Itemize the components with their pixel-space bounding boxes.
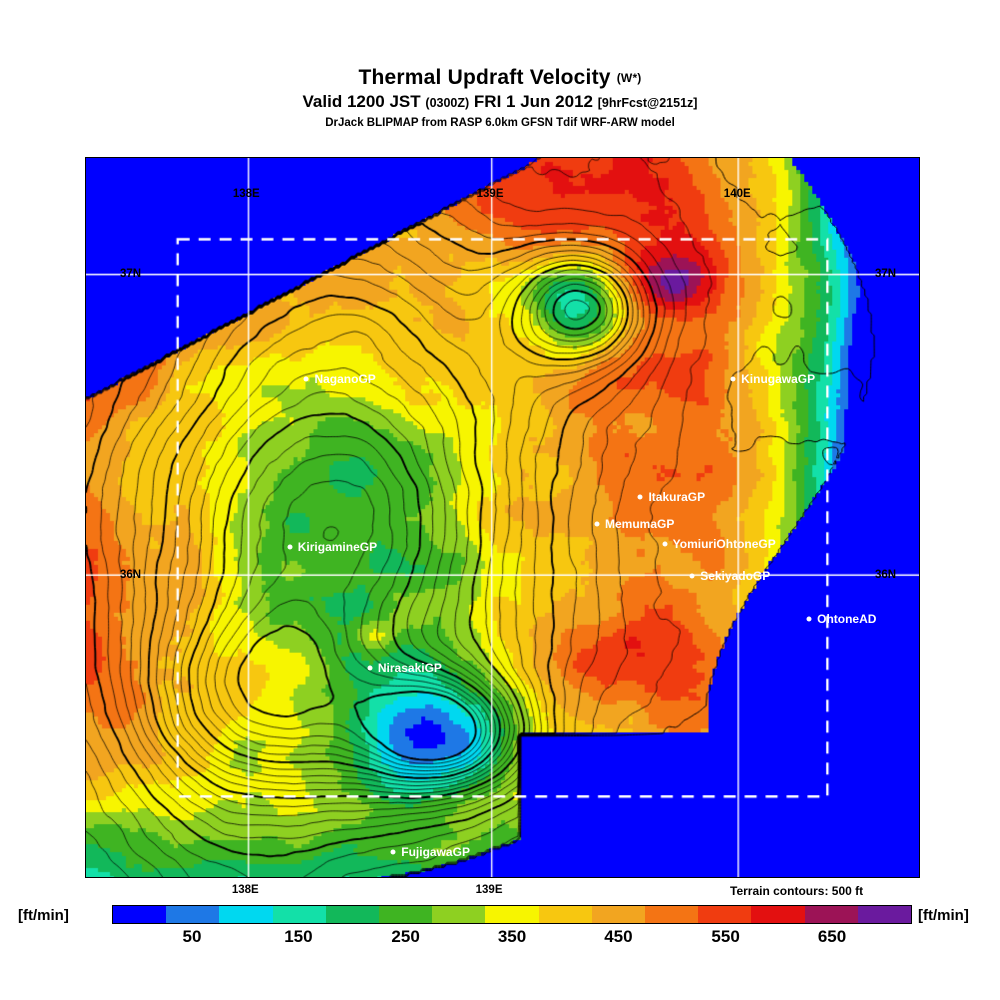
colorbar-unit-right: [ft/min]	[918, 907, 969, 924]
title-variable-symbol: (W*)	[616, 71, 642, 85]
colorbar-band-10	[645, 906, 699, 923]
map-panel[interactable]: 138E 139E 140E 37N 37N 36N 36N NaganoGP Kinugawa…	[85, 157, 920, 878]
valid-time-utc: (0300Z)	[425, 96, 470, 110]
colorbar-tick-150: 150	[284, 927, 313, 946]
colorbar-band-8	[538, 906, 592, 923]
colorbar-gradient[interactable]	[112, 905, 912, 924]
colorbar-band-12	[751, 906, 805, 923]
colorbar-tick-350: 350	[497, 927, 527, 946]
colorbar-band-0	[113, 906, 167, 923]
axis-label-138E-bottom: 138E	[231, 884, 259, 896]
page-title: Thermal Updraft Velocity (W*)	[0, 66, 1000, 90]
thermal-updraft-heatmap	[86, 158, 919, 877]
colorbar-band-3	[272, 906, 326, 923]
valid-time-local: Valid 1200 JST	[302, 92, 421, 111]
colorbar-band-2	[219, 906, 273, 923]
title-block: Thermal Updraft Velocity (W*) Valid 1200…	[0, 66, 1000, 130]
colorbar-tick-50: 50	[182, 927, 202, 946]
title-main-text: Thermal Updraft Velocity	[358, 66, 611, 89]
colorbar-band-9	[591, 906, 646, 923]
colorbar-tick-250: 250	[391, 927, 420, 946]
axis-label-139E-bottom: 139E	[475, 884, 503, 896]
colorbar-tick-650: 650	[817, 927, 847, 946]
colorbar-unit-left: [ft/min]	[18, 907, 69, 924]
valid-time-line: Valid 1200 JST (0300Z) FRI 1 Jun 2012 [9…	[0, 91, 1000, 114]
colorbar-band-4	[325, 906, 380, 923]
colorbar-band-7	[485, 906, 539, 923]
model-note: DrJack BLIPMAP from RASP 6.0km GFSN Tdif…	[325, 117, 675, 129]
colorbar-band-14	[857, 906, 912, 923]
colorbar-tick-550: 550	[711, 927, 740, 946]
valid-date: FRI 1 Jun 2012	[473, 92, 593, 111]
forecast-stamp: [9hrFcst@2151z]	[597, 96, 698, 110]
terrain-contour-note: Terrain contours: 500 ft	[730, 884, 864, 898]
colorbar-panel: [ft/min] [ft/min] 50 150 250 450 350 550 650	[0, 905, 1000, 965]
colorbar-band-1	[166, 906, 220, 923]
colorbar-band-6	[432, 906, 486, 923]
colorbar-tick-450: 450	[604, 927, 633, 946]
colorbar-band-13	[804, 906, 858, 923]
colorbar-band-5	[379, 906, 433, 923]
colorbar-band-11	[698, 906, 752, 923]
